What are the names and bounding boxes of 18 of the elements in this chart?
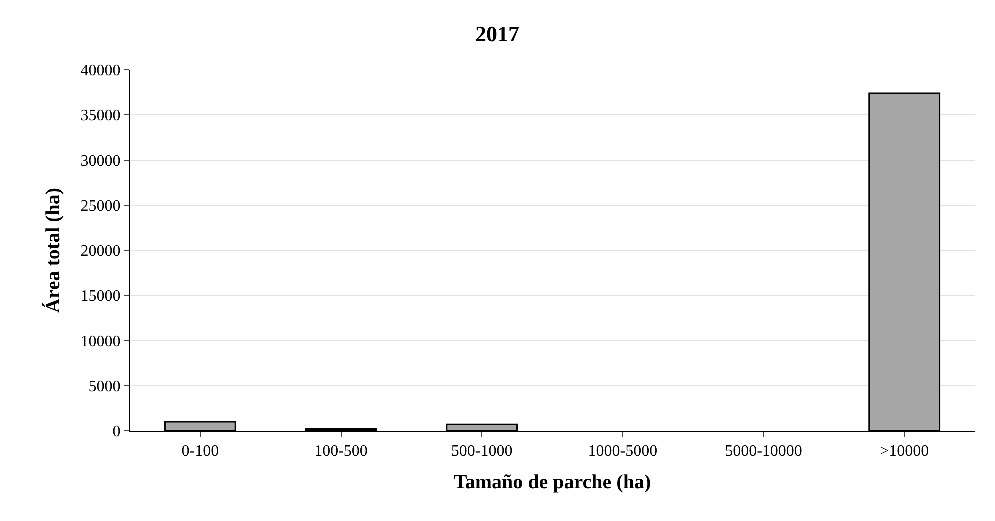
y-tick-label: 10000 [80,333,121,350]
x-tick-label: 500-1000 [451,443,513,460]
chart-title: 2017 [476,21,520,46]
y-tick-label: 25000 [80,198,121,215]
x-tick-label: 0-100 [182,443,220,460]
y-axis-title: Área total (ha) [41,188,64,314]
x-axis-title: Tamaño de parche (ha) [454,472,652,494]
y-tick-label: 30000 [80,152,121,170]
y-tick-label: 5000 [88,378,121,396]
x-tick-label: >10000 [880,443,930,460]
x-tick-label: 5000-10000 [725,443,802,460]
y-tick-label: 15000 [80,288,121,306]
y-tick-label: 20000 [80,243,121,260]
x-tick-label: 100-500 [314,443,368,460]
x-tick-label: 1000-5000 [588,443,658,460]
y-tick-label: 40000 [80,62,121,80]
y-tick-label: 0 [112,424,121,441]
y-tick-label: 35000 [80,108,121,125]
